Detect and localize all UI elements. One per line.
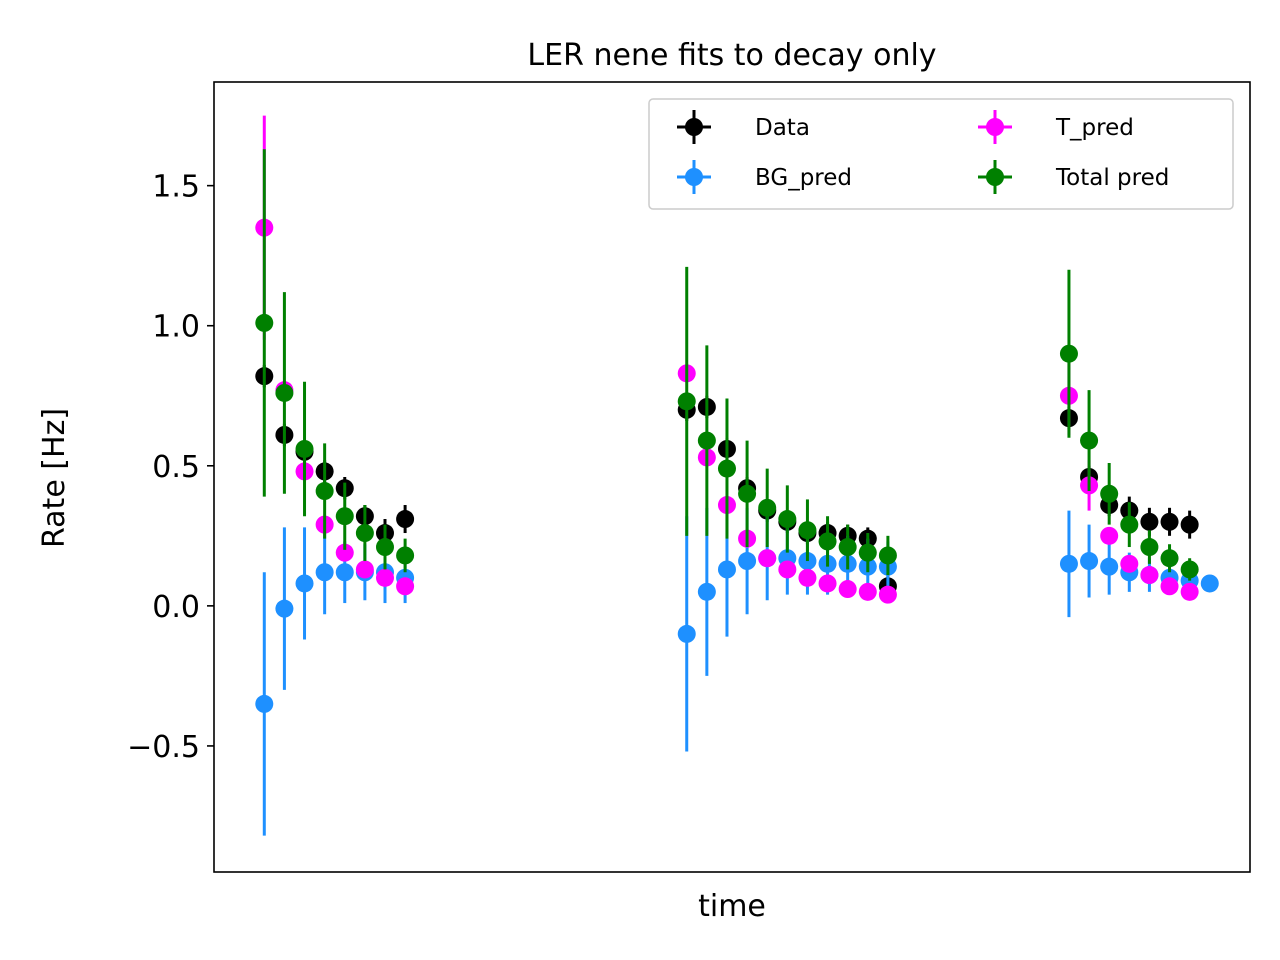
legend-box: [648, 98, 1234, 210]
data-point-total-pred: [677, 392, 696, 411]
data-point-t-pred: [858, 582, 877, 601]
data-point-total-pred: [315, 482, 334, 501]
data-point-total-pred: [717, 459, 736, 478]
data-point-total-pred: [375, 538, 394, 557]
legend-marker-dot: [986, 168, 1004, 186]
data-point-total-pred: [1180, 560, 1199, 579]
data-point-total-pred: [1080, 431, 1099, 450]
legend-marker-dot: [685, 168, 703, 186]
data-point-total-pred: [778, 510, 797, 529]
data-point-bg-pred: [1200, 574, 1219, 593]
data-point-t-pred: [375, 568, 394, 587]
plot-area: [255, 115, 1219, 836]
data-point-total-pred: [396, 546, 415, 565]
data-point-total-pred: [1100, 484, 1119, 503]
legend-label-data: Data: [755, 115, 810, 141]
data-point-t-pred: [1120, 554, 1139, 573]
data-point-bg-pred: [1080, 552, 1099, 571]
data-point-total-pred: [818, 532, 837, 551]
data-point-total-pred: [355, 524, 374, 543]
y-tick-label: 0.0: [152, 590, 200, 625]
data-point-t-pred: [758, 549, 777, 568]
y-tick-label: 1.5: [152, 170, 200, 205]
data-point-t-pred: [1100, 526, 1119, 545]
data-point-total-pred: [738, 484, 757, 503]
data-point-t-pred: [818, 574, 837, 593]
data-point-total-pred: [758, 498, 777, 517]
y-tick-label: −0.5: [127, 730, 200, 765]
legend-label-t-pred: T_pred: [1055, 115, 1134, 141]
data-point-data: [1180, 515, 1199, 534]
data-point-data: [1160, 512, 1179, 531]
data-point-bg-pred: [697, 582, 716, 601]
data-point-t-pred: [878, 585, 897, 604]
y-tick-label: 0.5: [152, 450, 200, 485]
data-point-bg-pred: [1059, 554, 1078, 573]
data-point-bg-pred: [315, 563, 334, 582]
legend-marker-dot: [685, 118, 703, 136]
data-point-data: [396, 510, 415, 529]
data-point-data: [1140, 512, 1159, 531]
legend-marker-dot: [986, 118, 1004, 136]
data-point-t-pred: [838, 580, 857, 599]
data-point-t-pred: [1180, 582, 1199, 601]
data-point-bg-pred: [335, 563, 354, 582]
data-point-total-pred: [858, 543, 877, 562]
data-point-total-pred: [1059, 344, 1078, 363]
data-point-t-pred: [1160, 577, 1179, 596]
data-point-bg-pred: [677, 624, 696, 643]
data-point-t-pred: [396, 577, 415, 596]
data-point-bg-pred: [738, 552, 757, 571]
data-point-total-pred: [335, 507, 354, 526]
legend-label-bg-pred: BG_pred: [755, 165, 852, 191]
data-point-total-pred: [878, 546, 897, 565]
legend: Data BG_pred T_pred Total pred: [648, 98, 1234, 210]
data-point-bg-pred: [1100, 557, 1119, 576]
data-point-total-pred: [255, 313, 274, 332]
data-point-total-pred: [1140, 538, 1159, 557]
y-axis-label: Rate [Hz]: [37, 408, 72, 548]
x-axis-label: time: [698, 889, 766, 924]
data-point-total-pred: [1160, 549, 1179, 568]
data-point-t-pred: [778, 560, 797, 579]
data-point-bg-pred: [295, 574, 314, 593]
data-point-t-pred: [335, 543, 354, 562]
data-point-bg-pred: [717, 560, 736, 579]
data-point-bg-pred: [275, 599, 294, 618]
data-point-total-pred: [275, 383, 294, 402]
data-point-t-pred: [1140, 566, 1159, 585]
y-axis: −0.5 0.0 0.5 1.0 1.5: [127, 170, 214, 765]
data-point-t-pred: [355, 560, 374, 579]
legend-label-total-pred: Total pred: [1055, 165, 1169, 191]
data-point-total-pred: [838, 538, 857, 557]
data-point-total-pred: [1120, 515, 1139, 534]
data-point-total-pred: [798, 521, 817, 540]
data-point-t-pred: [798, 568, 817, 587]
y-tick-label: 1.0: [152, 310, 200, 345]
data-point-bg-pred: [255, 694, 274, 713]
data-point-total-pred: [295, 439, 314, 458]
chart-title: LER nene fits to decay only: [527, 38, 936, 73]
data-point-total-pred: [697, 431, 716, 450]
axes-frame: [213, 81, 1251, 873]
series-total-pred: [255, 149, 1199, 581]
